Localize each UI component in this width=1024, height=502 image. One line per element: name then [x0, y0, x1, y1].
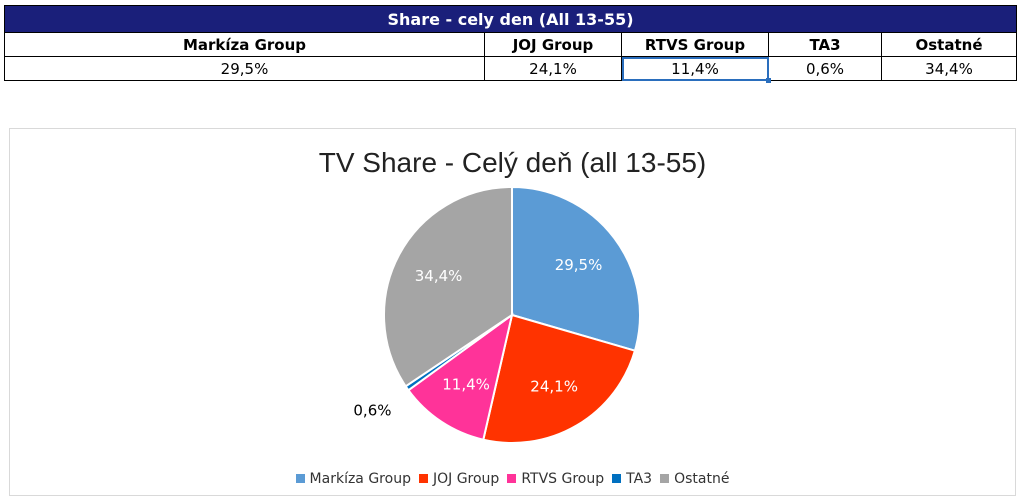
legend-label-joj-group: JOJ Group [432, 471, 500, 487]
header-cell-rtvs[interactable]: RTVS Group [621, 32, 769, 57]
pie-slice-markiza-group[interactable] [511, 185, 641, 352]
pie-slice-ostatne[interactable] [383, 185, 513, 388]
data-label-ostatne: 34,4% [415, 267, 463, 285]
pie-chart[interactable]: 29,5% 24,1% 11,4% 0,6% 34,4% [10, 129, 1015, 495]
header-cell-markiza[interactable]: Markíza Group [4, 32, 485, 57]
chart-legend: Markíza Group JOJ Group RTVS Group TA3 Ostat… [10, 471, 1015, 487]
table-value-row: 29,5% 24,1% 11,4% 0,6% 34,4% [4, 56, 1018, 84]
legend-item-ostatne[interactable]: Ostatné [660, 471, 729, 487]
legend-label-markiza-group: Markíza Group [309, 471, 411, 487]
legend-swatch-rtvs-group [507, 474, 517, 483]
legend-swatch-ostatne [660, 474, 670, 483]
legend-item-rtvs-group[interactable]: RTVS Group [507, 471, 604, 487]
legend-label-ta3: TA3 [626, 471, 653, 487]
data-label-markiza-group: 29,5% [555, 256, 603, 274]
legend-swatch-joj-group [418, 474, 428, 483]
legend-item-joj-group[interactable]: JOJ Group [418, 471, 500, 487]
legend-label-rtvs-group: RTVS Group [521, 471, 605, 487]
table-title[interactable]: Share - cely den (All 13-55) [3, 5, 1018, 33]
value-cell-rtvs[interactable]: 11,4% [621, 56, 772, 84]
pie-slice-rtvs-group[interactable] [407, 312, 514, 441]
value-cell-ta3[interactable]: 0,6% [768, 56, 882, 81]
share-table: Share - cely den (All 13-55) Markíza Gro… [3, 5, 1018, 84]
legend-item-markiza-group[interactable]: Markíza Group [295, 471, 411, 487]
value-cell-ostatne[interactable]: 34,4% [880, 56, 1018, 81]
header-cell-ta3[interactable]: TA3 [768, 32, 882, 57]
data-label-ta3: 0,6% [353, 401, 391, 419]
legend-item-ta3[interactable]: TA3 [612, 471, 652, 487]
chart-title: TV Share - Celý deň (all 13-55) [318, 147, 707, 178]
header-cell-joj[interactable]: JOJ Group [484, 32, 622, 57]
pie-slice-joj-group[interactable] [482, 313, 637, 444]
table-header-row: Markíza Group JOJ Group RTVS Group TA3 O… [4, 32, 1018, 57]
value-cell-markiza[interactable]: 29,5% [4, 56, 485, 81]
data-label-joj-group: 24,1% [530, 378, 578, 396]
value-cell-joj[interactable]: 24,1% [484, 56, 622, 81]
header-cell-ostatne[interactable]: Ostatné [880, 32, 1018, 57]
data-label-rtvs-group: 11,4% [442, 375, 490, 393]
pie-chart-area[interactable]: TV Share - Celý deň (all 13-55) 29,5% 24,… [9, 128, 1016, 496]
legend-label-ostatne: Ostatné [674, 471, 730, 487]
legend-swatch-markiza-group [295, 474, 305, 483]
legend-swatch-ta3 [612, 474, 622, 483]
